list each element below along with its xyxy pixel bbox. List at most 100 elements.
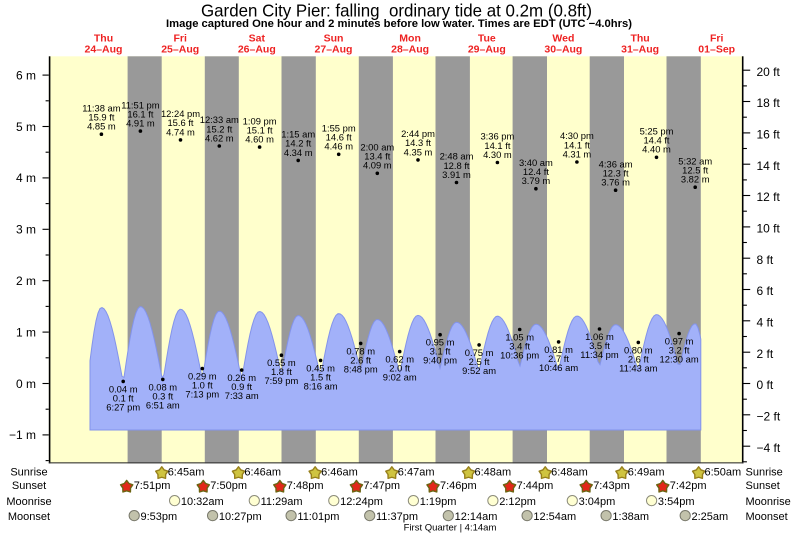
svg-text:9:53pm: 9:53pm [141, 511, 178, 523]
svg-text:2:25am: 2:25am [692, 511, 729, 523]
svg-text:3.1 ft: 3.1 ft [430, 346, 451, 357]
svg-text:4:30 pm: 4:30 pm [560, 130, 594, 141]
svg-text:12:33 am: 12:33 am [200, 114, 239, 125]
svg-text:0.62 m: 0.62 m [385, 354, 414, 365]
svg-text:15.1 ft: 15.1 ft [247, 124, 273, 135]
svg-text:11:01pm: 11:01pm [297, 511, 339, 523]
svg-text:14.2 ft: 14.2 ft [285, 138, 311, 149]
svg-text:0.95 m: 0.95 m [426, 337, 455, 348]
svg-text:4.74 m: 4.74 m [166, 126, 195, 137]
svg-text:1.5 ft: 1.5 ft [310, 371, 331, 382]
svg-text:15.9 ft: 15.9 ft [88, 112, 114, 123]
svg-text:Moonrise: Moonrise [6, 496, 51, 508]
svg-text:0.75 m: 0.75 m [465, 347, 494, 358]
svg-text:12:24 pm: 12:24 pm [161, 108, 200, 119]
svg-text:14.1 ft: 14.1 ft [564, 139, 590, 150]
svg-text:First Quarter | 4:14am: First Quarter | 4:14am [404, 523, 497, 534]
svg-text:6 ft: 6 ft [757, 284, 774, 298]
svg-text:7:44pm: 7:44pm [517, 480, 554, 492]
svg-text:9:52 am: 9:52 am [462, 365, 496, 376]
svg-text:0.04 m: 0.04 m [109, 383, 138, 394]
svg-text:4.91 m: 4.91 m [126, 118, 155, 129]
svg-text:Thu: Thu [94, 33, 113, 45]
svg-text:3.82 m: 3.82 m [681, 174, 710, 185]
svg-text:2 m: 2 m [16, 274, 36, 288]
svg-text:1:38am: 1:38am [612, 511, 649, 523]
svg-text:25–Aug: 25–Aug [161, 44, 199, 56]
svg-text:5:25 pm: 5:25 pm [640, 126, 674, 137]
svg-text:0 ft: 0 ft [757, 378, 774, 392]
svg-text:Fri: Fri [710, 33, 724, 45]
svg-text:3.76 m: 3.76 m [601, 177, 630, 188]
svg-text:27–Aug: 27–Aug [315, 44, 353, 56]
svg-text:15.6 ft: 15.6 ft [167, 117, 193, 128]
svg-text:3.91 m: 3.91 m [442, 169, 471, 180]
svg-text:13.4 ft: 13.4 ft [364, 151, 390, 162]
svg-text:01–Sep: 01–Sep [698, 44, 735, 56]
svg-text:31–Aug: 31–Aug [621, 44, 659, 56]
svg-text:4 ft: 4 ft [757, 315, 774, 329]
svg-text:16 ft: 16 ft [757, 128, 781, 142]
svg-text:3:36 pm: 3:36 pm [480, 131, 514, 142]
svg-text:12.5 ft: 12.5 ft [682, 165, 708, 176]
svg-text:3:40 am: 3:40 am [519, 157, 553, 168]
svg-text:9:02 am: 9:02 am [383, 372, 417, 383]
svg-text:1 m: 1 m [16, 325, 36, 339]
svg-text:4.62 m: 4.62 m [205, 132, 234, 143]
svg-text:10:32am: 10:32am [181, 496, 224, 508]
svg-text:20 ft: 20 ft [757, 65, 781, 79]
svg-text:2 ft: 2 ft [757, 347, 774, 361]
svg-text:0.29 m: 0.29 m [188, 371, 217, 382]
svg-text:−4 ft: −4 ft [757, 441, 781, 455]
svg-text:Mon: Mon [399, 33, 421, 45]
svg-text:3:04pm: 3:04pm [579, 496, 616, 508]
svg-text:0.3 ft: 0.3 ft [152, 390, 173, 401]
svg-text:11:34 pm: 11:34 pm [580, 349, 619, 360]
svg-text:6:48am: 6:48am [475, 466, 512, 478]
svg-text:Sunset: Sunset [12, 480, 46, 492]
svg-text:7:42pm: 7:42pm [670, 480, 707, 492]
svg-text:6:46am: 6:46am [321, 466, 358, 478]
svg-text:4.31 m: 4.31 m [563, 148, 592, 159]
svg-text:0 m: 0 m [16, 377, 36, 391]
svg-text:Sat: Sat [249, 33, 266, 45]
svg-text:Moonrise: Moonrise [746, 496, 791, 508]
svg-text:1:55 pm: 1:55 pm [322, 123, 356, 134]
svg-text:12.8 ft: 12.8 ft [443, 160, 469, 171]
svg-text:11:29am: 11:29am [261, 496, 303, 508]
svg-text:6:48am: 6:48am [551, 466, 588, 478]
svg-text:29–Aug: 29–Aug [468, 44, 506, 56]
svg-text:28–Aug: 28–Aug [391, 44, 429, 56]
svg-text:4.30 m: 4.30 m [483, 149, 512, 160]
svg-text:8 ft: 8 ft [757, 253, 774, 267]
svg-text:7:50pm: 7:50pm [210, 480, 247, 492]
svg-text:4.34 m: 4.34 m [284, 147, 313, 158]
svg-text:0.08 m: 0.08 m [148, 381, 177, 392]
svg-text:2:44 pm: 2:44 pm [401, 128, 435, 139]
svg-text:30–Aug: 30–Aug [544, 44, 582, 56]
svg-text:12 ft: 12 ft [757, 190, 781, 204]
svg-text:2.0 ft: 2.0 ft [389, 363, 410, 374]
svg-text:3.79 m: 3.79 m [522, 175, 551, 186]
svg-text:11:37pm: 11:37pm [376, 511, 418, 523]
svg-text:18 ft: 18 ft [757, 96, 781, 110]
svg-text:10:46 am: 10:46 am [539, 362, 578, 373]
svg-text:0.55 m: 0.55 m [267, 357, 296, 368]
svg-text:24–Aug: 24–Aug [85, 44, 123, 56]
svg-text:8:16 am: 8:16 am [304, 380, 338, 391]
svg-text:1.0 ft: 1.0 ft [192, 380, 213, 391]
svg-text:4.85 m: 4.85 m [87, 121, 116, 132]
svg-text:12:24pm: 12:24pm [340, 496, 383, 508]
svg-text:Sunset: Sunset [746, 480, 780, 492]
svg-text:0.9 ft: 0.9 ft [231, 381, 252, 392]
svg-text:6:46am: 6:46am [244, 466, 281, 478]
svg-text:7:48pm: 7:48pm [287, 480, 324, 492]
svg-text:1:19pm: 1:19pm [420, 496, 457, 508]
svg-text:7:51pm: 7:51pm [134, 480, 171, 492]
svg-text:1:09 pm: 1:09 pm [243, 115, 277, 126]
svg-text:12.4 ft: 12.4 ft [523, 166, 549, 177]
svg-text:8:48 pm: 8:48 pm [344, 363, 378, 374]
svg-text:11:43 am: 11:43 am [619, 362, 658, 373]
svg-text:0.26 m: 0.26 m [227, 372, 256, 383]
svg-text:5:32 am: 5:32 am [678, 155, 712, 166]
